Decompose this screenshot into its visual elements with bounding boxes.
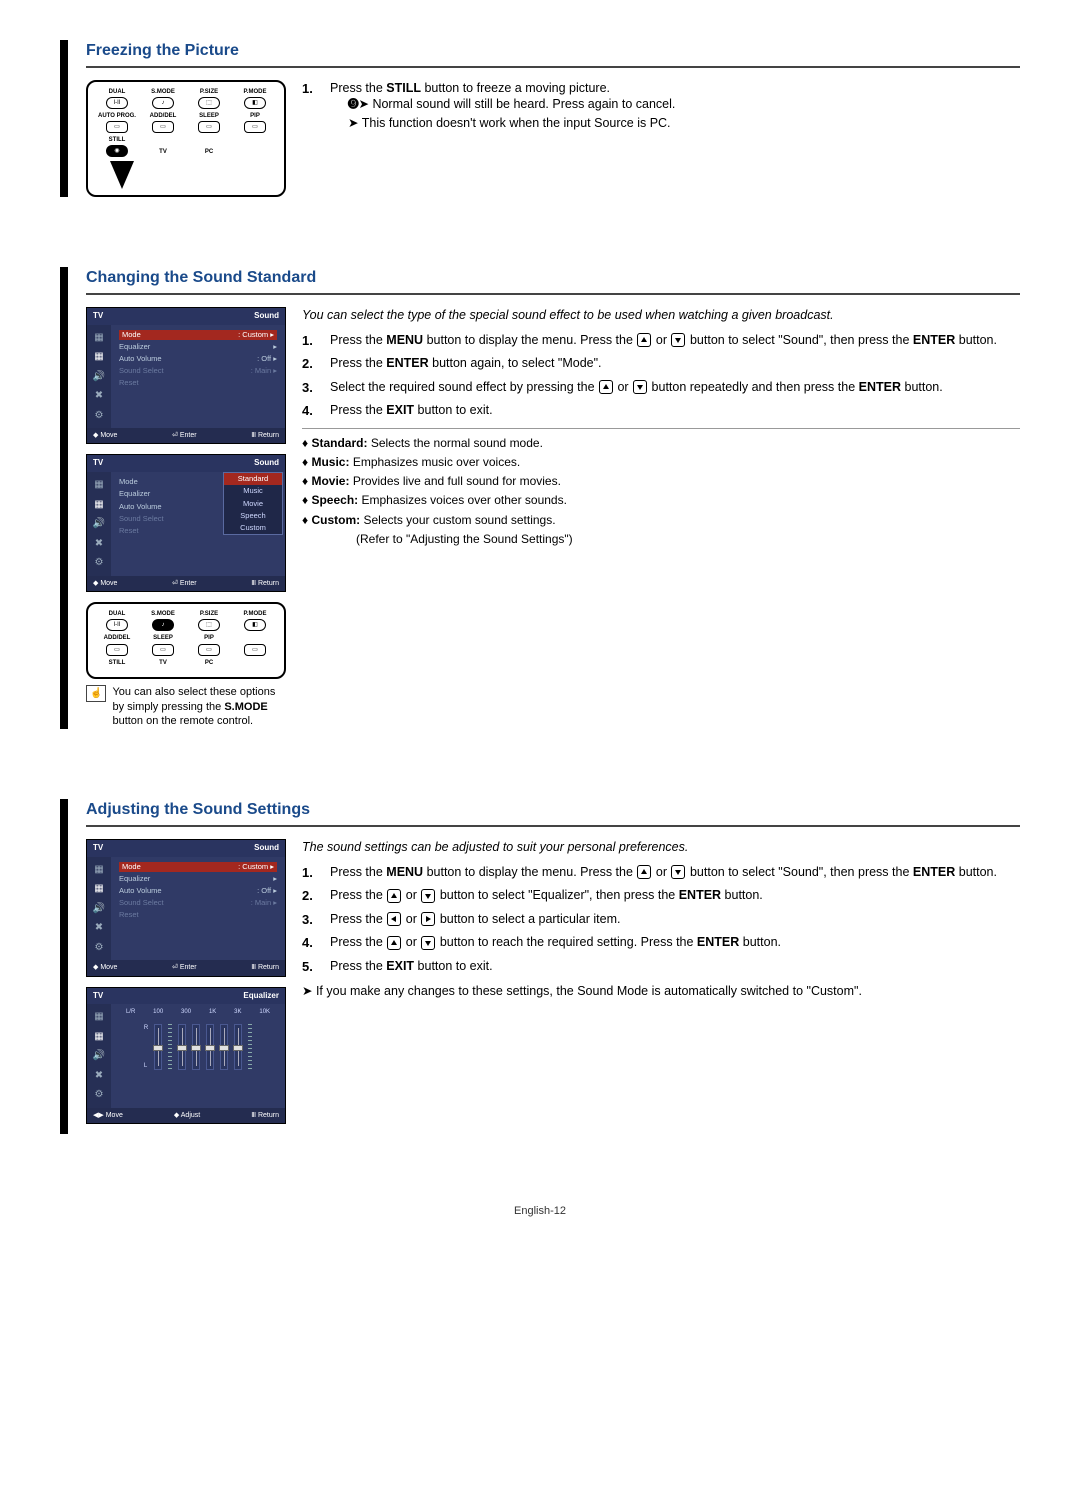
mode-descriptions: ♦ Standard: Selects the normal sound mod…: [302, 428, 1020, 547]
remote-btn-psize: ⬚: [198, 97, 220, 109]
step-number: 1.: [302, 80, 320, 98]
remote-btn-dual: I-II: [106, 97, 128, 109]
step-text: Press the or button to select "Equalizer…: [330, 887, 763, 904]
divider: [86, 293, 1020, 295]
osd-sound-menu-3: TVSound ▦▦🔊✖⚙ Mode: Custom ▸ Equalizer▸ …: [86, 839, 286, 977]
divider: [86, 66, 1020, 68]
remote-btn-sleep: ▭: [198, 121, 220, 133]
down-icon: [633, 380, 647, 394]
remote-btn-smode: ♪: [152, 97, 174, 109]
hand-icon: ☝: [86, 685, 106, 703]
remote-btn-autoprog: ▭: [106, 121, 128, 133]
up-icon: [387, 936, 401, 950]
step-text: Press the EXIT button to exit.: [330, 958, 493, 975]
up-icon: [599, 380, 613, 394]
remote-btn-adddel: ▭: [152, 121, 174, 133]
osd-sound-menu-1: TVSound ▦▦🔊✖⚙ Mode: Custom ▸ Equalizer▸ …: [86, 307, 286, 445]
section-intro: The sound settings can be adjusted to su…: [302, 839, 1020, 856]
down-icon: [421, 889, 435, 903]
down-icon: [671, 865, 685, 879]
section-bars: [60, 40, 68, 197]
step-text: Press the MENU button to display the men…: [330, 864, 997, 881]
osd-sound-menu-2: TVSound ▦▦🔊✖⚙ Mode Equalizer Auto Volume…: [86, 454, 286, 592]
section-bars: [60, 799, 68, 1134]
up-icon: [637, 865, 651, 879]
note: ➤ If you make any changes to these setti…: [302, 983, 1020, 1000]
step-text: Press the MENU button to display the men…: [330, 332, 997, 349]
step-text: Select the required sound effect by pres…: [330, 379, 943, 396]
section-bars: [60, 267, 68, 729]
remote-btn-smode-hl: ♪: [152, 619, 174, 631]
hint-smode: ☝ You can also select these options by s…: [86, 685, 286, 730]
remote-btn-pip: ▭: [244, 121, 266, 133]
step-text: Press the STILL button to freeze a movin…: [330, 80, 675, 135]
remote-btn-pmode: ◧: [244, 97, 266, 109]
eq-slider: [154, 1024, 162, 1070]
page-number: English-12: [60, 1204, 1020, 1219]
up-icon: [387, 889, 401, 903]
down-icon: [421, 936, 435, 950]
section-title: Changing the Sound Standard: [86, 267, 1020, 289]
osd-popup-mode-list: Standard Music Movie Speech Custom: [223, 472, 283, 535]
step-text: Press the or button to select a particul…: [330, 911, 620, 928]
step-text: Press the ENTER button again, to select …: [330, 355, 602, 372]
section-title: Adjusting the Sound Settings: [86, 799, 1020, 821]
divider: [86, 825, 1020, 827]
down-icon: [671, 333, 685, 347]
remote-diagram: DUALI-II S.MODE♪ P.SIZE⬚ P.MODE◧ AUTO PR…: [86, 80, 286, 198]
section-intro: You can select the type of the special s…: [302, 307, 1020, 324]
right-icon: [421, 912, 435, 926]
left-icon: [387, 912, 401, 926]
section-freezing: Freezing the Picture DUALI-II S.MODE♪ P.…: [60, 40, 1020, 197]
osd-equalizer: TVEqualizer ▦▦🔊✖⚙ L/R1003001K3K10K RL: [86, 987, 286, 1125]
remote-diagram-2: DUALI-II S.MODE♪ P.SIZE⬚ P.MODE◧ ADD/DEL…: [86, 602, 286, 678]
section-title: Freezing the Picture: [86, 40, 1020, 62]
remote-btn-still: ◉: [106, 145, 128, 157]
section-sound-standard: Changing the Sound Standard TVSound ▦▦🔊✖…: [60, 267, 1020, 729]
step-text: Press the EXIT button to exit.: [330, 402, 493, 419]
pointer-triangle: [110, 161, 134, 189]
step-text: Press the or button to reach the require…: [330, 934, 781, 951]
up-icon: [637, 333, 651, 347]
section-sound-settings: Adjusting the Sound Settings TVSound ▦▦🔊…: [60, 799, 1020, 1134]
